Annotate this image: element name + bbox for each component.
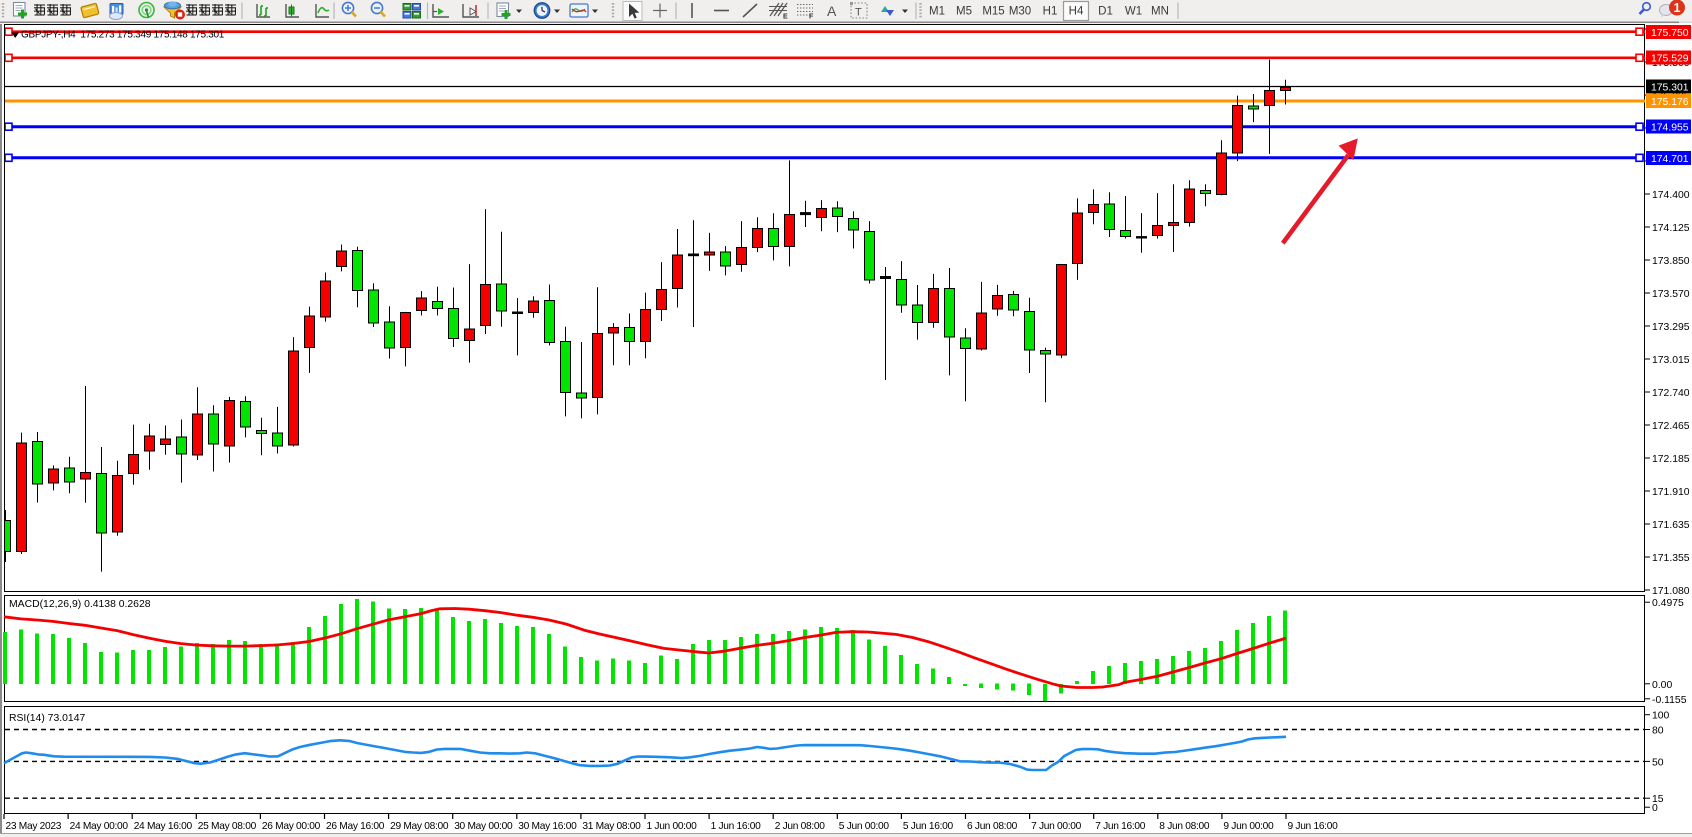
- svg-text:MN: MN: [1151, 6, 1169, 18]
- svg-text:25 May 08:00: 25 May 08:00: [198, 821, 257, 832]
- svg-text:0: 0: [1652, 803, 1658, 814]
- svg-text:W1: W1: [1125, 6, 1142, 18]
- svg-text:GBPJPY-,H4 175.273 175.349 17: GBPJPY-,H4 175.273 175.349 175.148 175.3…: [21, 30, 225, 41]
- svg-text:D1: D1: [1098, 6, 1113, 18]
- svg-text:172.465: 172.465: [1652, 421, 1690, 432]
- svg-text:T: T: [855, 7, 862, 19]
- svg-text:174.125: 174.125: [1652, 223, 1690, 234]
- svg-text:F: F: [809, 14, 814, 21]
- svg-text:-0.1155: -0.1155: [1652, 695, 1687, 706]
- svg-text:23 May 2023: 23 May 2023: [6, 821, 62, 832]
- svg-text:H1: H1: [1043, 6, 1058, 18]
- svg-text:172.740: 172.740: [1652, 388, 1690, 399]
- svg-text:MACD(12,26,9) 0.4138 0.2628: MACD(12,26,9) 0.4138 0.2628: [9, 599, 151, 610]
- svg-text:175.176: 175.176: [1651, 97, 1689, 108]
- svg-text:0.4975: 0.4975: [1652, 598, 1684, 609]
- svg-text:15: 15: [1652, 794, 1664, 805]
- svg-text:8 Jun 08:00: 8 Jun 08:00: [1159, 821, 1210, 832]
- svg-text:174.400: 174.400: [1652, 190, 1690, 201]
- svg-text:9 Jun 00:00: 9 Jun 00:00: [1223, 821, 1274, 832]
- svg-text:171.910: 171.910: [1652, 487, 1690, 498]
- svg-text:24 May 00:00: 24 May 00:00: [70, 821, 129, 832]
- svg-text:24 May 16:00: 24 May 16:00: [134, 821, 193, 832]
- svg-text:E: E: [783, 14, 788, 21]
- svg-text:174.701: 174.701: [1651, 154, 1689, 165]
- svg-text:175.301: 175.301: [1651, 82, 1689, 93]
- svg-text:9 Jun 16:00: 9 Jun 16:00: [1288, 821, 1339, 832]
- svg-text:175.750: 175.750: [1651, 28, 1689, 39]
- svg-text:M5: M5: [956, 6, 972, 18]
- svg-text:7 Jun 00:00: 7 Jun 00:00: [1031, 821, 1082, 832]
- svg-text:100: 100: [1652, 711, 1670, 722]
- svg-text:50: 50: [1652, 757, 1664, 768]
- svg-text:A: A: [827, 3, 837, 19]
- svg-text:M15: M15: [982, 6, 1004, 18]
- svg-text:171.635: 171.635: [1652, 520, 1690, 531]
- svg-text:172.185: 172.185: [1652, 454, 1690, 465]
- svg-text:M30: M30: [1009, 6, 1031, 18]
- svg-text:173.570: 173.570: [1652, 289, 1690, 300]
- svg-text:173.295: 173.295: [1652, 322, 1690, 333]
- svg-text:175.529: 175.529: [1651, 53, 1689, 64]
- svg-text:2 Jun 08:00: 2 Jun 08:00: [775, 821, 826, 832]
- svg-text:1 Jun 00:00: 1 Jun 00:00: [647, 821, 698, 832]
- svg-text:0.00: 0.00: [1652, 680, 1672, 691]
- svg-text:1: 1: [1674, 1, 1681, 15]
- svg-text:5 Jun 16:00: 5 Jun 16:00: [903, 821, 954, 832]
- svg-text:173.850: 173.850: [1652, 256, 1690, 267]
- svg-text:171.080: 171.080: [1652, 586, 1690, 597]
- svg-text:174.955: 174.955: [1651, 123, 1689, 134]
- svg-text:6 Jun 08:00: 6 Jun 08:00: [967, 821, 1018, 832]
- svg-text:5 Jun 00:00: 5 Jun 00:00: [839, 821, 890, 832]
- svg-text:26 May 16:00: 26 May 16:00: [326, 821, 385, 832]
- svg-text:29 May 08:00: 29 May 08:00: [390, 821, 449, 832]
- svg-text:171.355: 171.355: [1652, 553, 1690, 564]
- svg-text:1 Jun 16:00: 1 Jun 16:00: [711, 821, 762, 832]
- svg-text:26 May 00:00: 26 May 00:00: [262, 821, 321, 832]
- svg-text:7 Jun 16:00: 7 Jun 16:00: [1095, 821, 1146, 832]
- svg-text:80: 80: [1652, 726, 1664, 737]
- svg-text:173.015: 173.015: [1652, 355, 1690, 366]
- svg-text:31 May 08:00: 31 May 08:00: [582, 821, 641, 832]
- svg-text:30 May 16:00: 30 May 16:00: [518, 821, 577, 832]
- svg-text:H4: H4: [1069, 6, 1084, 18]
- svg-text:30 May 00:00: 30 May 00:00: [454, 821, 513, 832]
- svg-text:M1: M1: [929, 6, 945, 18]
- svg-text:RSI(14) 73.0147: RSI(14) 73.0147: [9, 713, 85, 724]
